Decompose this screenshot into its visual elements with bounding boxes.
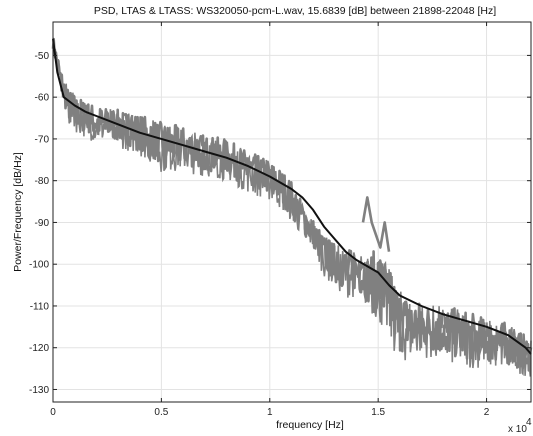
ltass-line	[52, 38, 532, 355]
x-tick-label: 1.5	[371, 407, 385, 418]
axes-box	[52, 21, 532, 403]
ltas-peaks-line	[361, 196, 391, 252]
y-tick-label: -50	[35, 51, 50, 62]
y-tick-label: -110	[30, 301, 50, 312]
chart-title: PSD, LTAS & LTASS: WS320050-pcm-L.wav, 1…	[94, 5, 496, 17]
x-tick-label: 2	[484, 407, 490, 418]
y-tick-label: -70	[35, 134, 50, 145]
x-exponent-base: x 10	[508, 424, 527, 435]
y-tick-label: -120	[29, 343, 49, 354]
y-tick-label: -90	[35, 218, 50, 229]
x-tick-label: 0.5	[154, 407, 168, 418]
x-axis-label: frequency [Hz]	[276, 419, 344, 431]
x-tick-label: 1	[267, 407, 273, 418]
x-exponent-power: 4	[526, 417, 532, 428]
y-tick-label: -130	[29, 385, 49, 396]
y-axis-label: Power/Frequency [dB/Hz]	[12, 152, 24, 272]
y-tick-label: -60	[35, 93, 50, 104]
x-tick-label: 0	[50, 407, 56, 418]
y-tick-label: -100	[29, 260, 49, 271]
y-tick-label: -80	[35, 176, 50, 187]
